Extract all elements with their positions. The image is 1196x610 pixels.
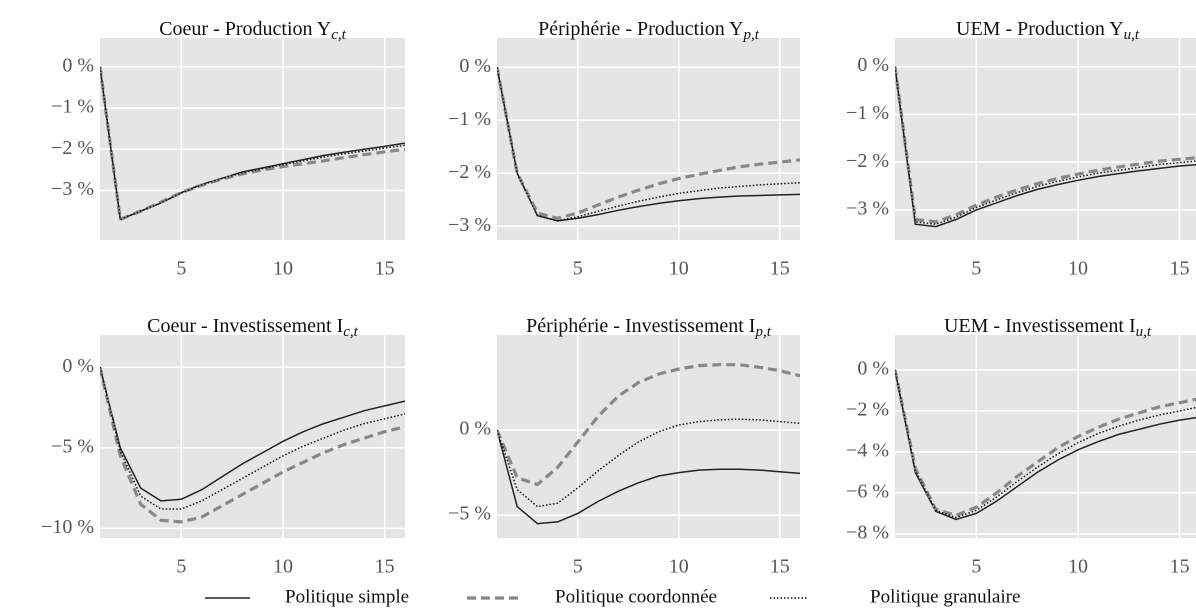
y-tick-label: −3 %	[448, 214, 491, 236]
y-tick-label: −2 %	[51, 137, 94, 159]
chart-title: Périphérie - Investissement Ip,t	[526, 315, 772, 341]
series-line	[497, 429, 800, 525]
plot-background	[100, 335, 405, 538]
title-subscript: p,t	[742, 27, 759, 43]
y-tick-label: −8 %	[846, 521, 889, 543]
y-tick-label: 0 %	[459, 55, 491, 77]
y-tick-label: −2 %	[846, 150, 889, 172]
x-tick-label: 10	[273, 258, 293, 280]
x-tick-label: 5	[176, 258, 186, 280]
series-line	[100, 367, 405, 502]
panel: 0 % −1 % −2 % −3 % 5 10 15 Périphérie - Product…	[448, 18, 800, 280]
y-tick-label: −1 %	[448, 108, 491, 130]
y-tick-label: −1 %	[51, 96, 94, 118]
series-line	[100, 367, 405, 510]
series-line	[497, 418, 800, 508]
title-main: Périphérie - Investissement I	[526, 315, 755, 337]
x-tick-label: 15	[375, 258, 395, 280]
y-tick-label: −1 %	[846, 102, 889, 124]
y-tick-label: −3 %	[51, 178, 94, 200]
panel: 0 % −1 % −2 % −3 % 5 10 15 UEM - Production Yu,…	[846, 18, 1196, 280]
x-tick-label: 5	[971, 556, 981, 578]
title-main: UEM - Production Y	[956, 18, 1124, 40]
chart-title: Périphérie - Production Yp,t	[538, 18, 760, 44]
series-line	[497, 66, 800, 220]
series-line	[895, 369, 1196, 519]
chart-title: Coeur - Investissement Ic,t	[147, 315, 358, 341]
series-line	[895, 66, 1196, 224]
x-tick-label: 5	[573, 258, 583, 280]
series-line	[895, 369, 1196, 521]
y-tick-label: −4 %	[846, 439, 889, 461]
x-tick-label: 15	[375, 556, 395, 578]
series-line	[895, 66, 1196, 228]
x-tick-label: 10	[1068, 258, 1088, 280]
title-subscript: u,t	[1124, 27, 1140, 43]
y-tick-label: −6 %	[846, 480, 889, 502]
legend-label: Politique granulaire	[870, 586, 1020, 607]
x-tick-label: 10	[273, 556, 293, 578]
x-tick-label: 5	[176, 556, 186, 578]
legend-label: Politique simple	[285, 586, 409, 607]
series-line	[895, 66, 1196, 225]
x-tick-label: 15	[1170, 556, 1190, 578]
title-subscript: u,t	[1136, 324, 1152, 340]
title-main: UEM - Investissement I	[944, 315, 1136, 337]
title-main: Périphérie - Production Y	[538, 18, 743, 40]
title-main: Coeur - Production Y	[159, 18, 331, 40]
chart-title: UEM - Production Yu,t	[956, 18, 1140, 44]
y-tick-label: −5 %	[448, 503, 491, 525]
y-tick-label: −2 %	[846, 398, 889, 420]
x-tick-label: 10	[669, 556, 689, 578]
plot-background	[895, 38, 1196, 240]
chart-title: Coeur - Production Yc,t	[159, 18, 346, 44]
title-subscript: p,t	[754, 324, 771, 340]
chart-title: UEM - Investissement Iu,t	[944, 315, 1152, 341]
panel: 0 % −5 % 5 10 15 Périphérie - Investissement …	[448, 315, 800, 578]
y-tick-label: 0 %	[857, 54, 889, 76]
y-tick-label: −2 %	[448, 161, 491, 183]
title-subscript: c,t	[331, 27, 346, 43]
y-tick-label: 0 %	[62, 54, 94, 76]
x-tick-label: 15	[770, 258, 790, 280]
title-main: Coeur - Investissement I	[147, 315, 343, 337]
panel: 0 % −5 % −10 % 5 10 15 Coeur - Investissement …	[41, 315, 405, 578]
panel: 0 % −2 % −4 % −6 % −8 % 5 10 15 UEM - Investisse…	[846, 315, 1196, 578]
y-tick-label: −10 %	[41, 516, 94, 538]
title-subscript: c,t	[343, 324, 358, 340]
x-tick-label: 15	[1170, 258, 1190, 280]
panel: 0 % −1 % −2 % −3 % 5 10 15 Coeur - Production Y…	[51, 18, 405, 280]
series-line	[895, 369, 1196, 518]
y-tick-label: 0 %	[62, 355, 94, 377]
plot-background	[497, 335, 800, 538]
x-tick-label: 15	[770, 556, 790, 578]
plot-background	[497, 38, 800, 240]
y-tick-label: −3 %	[846, 198, 889, 220]
legend-label: Politique coordonnée	[555, 586, 717, 607]
series-line	[497, 67, 800, 222]
series-line	[100, 366, 405, 524]
x-tick-label: 10	[669, 258, 689, 280]
series-line	[100, 66, 405, 221]
x-tick-label: 5	[573, 556, 583, 578]
series-line	[497, 363, 800, 487]
y-tick-label: −5 %	[51, 435, 94, 457]
y-tick-label: 0 %	[459, 418, 491, 440]
y-tick-label: 0 %	[857, 357, 889, 379]
x-tick-label: 5	[971, 258, 981, 280]
x-tick-label: 10	[1068, 556, 1088, 578]
plot-background	[895, 335, 1196, 538]
